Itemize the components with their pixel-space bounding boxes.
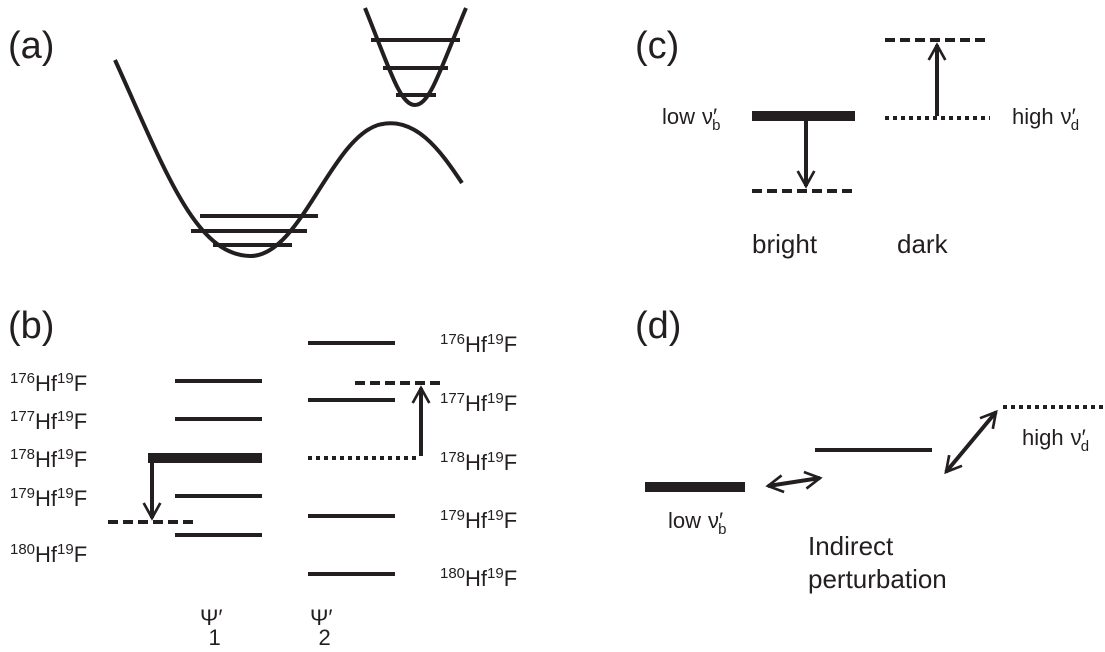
state-subscript: 1	[209, 625, 221, 650]
element: F	[504, 508, 517, 533]
isotope-label: 176Hf19F	[440, 331, 517, 357]
mass-number: 176	[440, 331, 465, 348]
element: F	[74, 371, 87, 396]
element: Hf	[35, 371, 58, 396]
level-label: low ν′b	[662, 104, 720, 134]
state-subscript: 2	[319, 625, 331, 650]
prefix: high	[1012, 104, 1054, 129]
isotope-label: 176Hf19F	[10, 370, 87, 396]
panel-label: (b)	[8, 305, 54, 347]
panel-label: (c)	[635, 25, 679, 67]
element: F	[74, 486, 87, 511]
mass-number: 179	[10, 485, 35, 502]
panel-label: (d)	[635, 305, 681, 347]
prefix: low	[668, 508, 701, 533]
mass-number: 176	[10, 370, 35, 387]
mass-number: 179	[440, 507, 465, 524]
state-label: Ψ′ 2	[310, 605, 333, 650]
element: Hf	[465, 332, 488, 357]
element: Hf	[35, 542, 58, 567]
mass-number: 180	[10, 541, 35, 558]
subscript: b	[718, 521, 726, 538]
state-symbol: Ψ′	[310, 605, 333, 630]
coupling-arrow	[944, 409, 998, 475]
prefix: high	[1022, 425, 1064, 450]
mass-number: 19	[57, 370, 74, 387]
mass-number: 19	[487, 390, 504, 407]
element: Hf	[35, 447, 58, 472]
mass-number: 19	[487, 449, 504, 466]
element: F	[504, 450, 517, 475]
symbol: ν′	[1061, 104, 1076, 129]
mass-number: 19	[57, 541, 74, 558]
caption: perturbation	[808, 564, 947, 594]
element: Hf	[35, 409, 58, 434]
mass-number: 180	[440, 565, 465, 582]
subscript: d	[1071, 117, 1079, 134]
state-symbol: Ψ′	[200, 605, 223, 630]
element: Hf	[35, 486, 58, 511]
element: Hf	[465, 391, 488, 416]
element: F	[504, 566, 517, 591]
isotope-label: 177Hf19F	[440, 390, 517, 416]
isotope-label: 180Hf19F	[440, 565, 517, 591]
bright-label: bright	[752, 229, 818, 259]
mass-number: 178	[440, 449, 465, 466]
element: F	[74, 447, 87, 472]
level-label: low ν′b	[668, 508, 726, 538]
symbol: ν′	[702, 104, 717, 129]
mass-number: 19	[57, 485, 74, 502]
isotope-label: 179Hf19F	[10, 485, 87, 511]
element: Hf	[465, 450, 488, 475]
element: F	[74, 542, 87, 567]
prefix: low	[662, 104, 695, 129]
element: F	[504, 391, 517, 416]
lower-potential	[113, 59, 464, 259]
element: Hf	[465, 508, 488, 533]
mass-number: 177	[10, 408, 35, 425]
mass-number: 19	[487, 331, 504, 348]
panel-label: (a)	[8, 25, 54, 67]
subscript: b	[712, 117, 720, 134]
isotope-label: 180Hf19F	[10, 541, 87, 567]
mass-number: 19	[487, 507, 504, 524]
mass-number: 19	[57, 446, 74, 463]
element: F	[504, 332, 517, 357]
mass-number: 19	[487, 565, 504, 582]
mass-number: 177	[440, 390, 465, 407]
state-label: Ψ′ 1	[200, 605, 223, 650]
element: Hf	[465, 566, 488, 591]
symbol: ν′	[1071, 425, 1086, 450]
level-label: high ν′d	[1012, 104, 1079, 134]
coupling-arrow	[765, 470, 823, 494]
dark-label: dark	[897, 229, 949, 259]
isotope-label: 177Hf19F	[10, 408, 87, 434]
subscript: d	[1081, 438, 1089, 455]
element: F	[74, 409, 87, 434]
symbol: ν′	[708, 508, 723, 533]
caption: Indirect	[808, 531, 894, 561]
isotope-label: 179Hf19F	[440, 507, 517, 533]
level-label: high ν′d	[1022, 425, 1089, 455]
upper-potential	[363, 7, 468, 108]
isotope-label: 178Hf19F	[10, 446, 87, 472]
mass-number: 19	[57, 408, 74, 425]
isotope-label: 178Hf19F	[440, 449, 517, 475]
mass-number: 178	[10, 446, 35, 463]
